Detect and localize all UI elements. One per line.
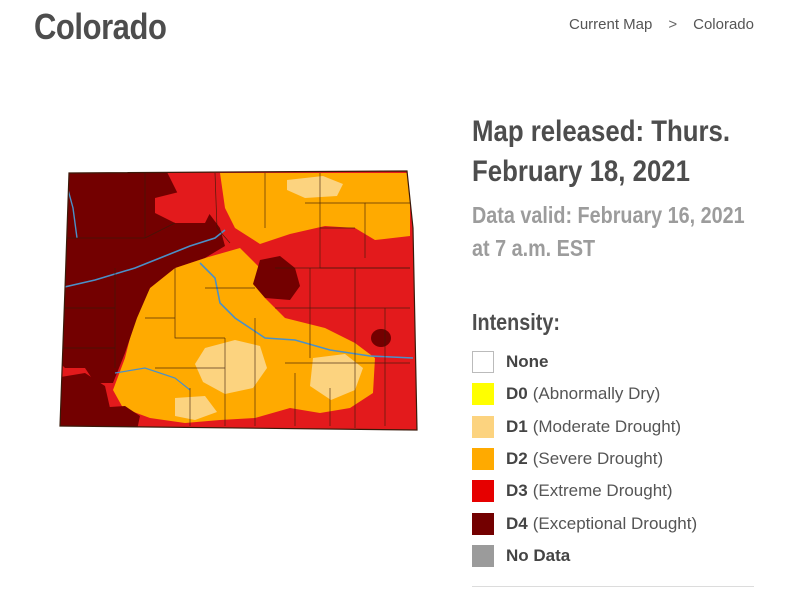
legend-swatch-d2	[472, 448, 494, 471]
legend-swatch-none	[472, 351, 494, 374]
legend-code: D4	[506, 513, 528, 533]
map-released-text: Map released: Thurs. February 18, 2021	[472, 112, 731, 191]
legend-desc: (Exceptional Drought)	[532, 513, 698, 533]
river-colorado	[60, 229, 226, 289]
intensity-legend: None D0 (Abnormally Dry) D1 (Moderate Dr…	[472, 346, 762, 572]
d2-region-central	[113, 248, 375, 423]
release-info: Map released: Thurs. February 18, 2021 D…	[472, 112, 762, 265]
legend-swatch-d1	[472, 415, 494, 438]
d4-region-south-corner	[95, 406, 140, 430]
legend-swatch-d0	[472, 383, 494, 406]
legend-swatch-d4	[472, 512, 494, 535]
legend-desc: (Moderate Drought)	[532, 416, 682, 436]
legend-code: D1	[506, 416, 528, 436]
page-title: Colorado	[34, 6, 167, 47]
breadcrumb: Current Map > Colorado	[569, 16, 754, 33]
legend-desc: (Severe Drought)	[532, 449, 664, 469]
breadcrumb-separator: >	[668, 16, 678, 33]
d4-region-central-spot	[253, 256, 300, 300]
legend-item-no-data: No Data	[472, 540, 762, 572]
divider	[472, 586, 754, 587]
legend-swatch-no-data	[472, 544, 494, 567]
d1-region-north	[287, 176, 343, 198]
county-boundaries	[60, 172, 410, 428]
breadcrumb-current-map-link[interactable]: Current Map	[568, 16, 653, 33]
river-arkansas	[199, 262, 414, 359]
d2-region-northeast	[220, 173, 410, 244]
colorado-drought-map-svg	[59, 170, 418, 431]
d1-region-south	[175, 396, 217, 420]
intensity-title: Intensity:	[472, 309, 560, 335]
legend-item-d1: D1 (Moderate Drought)	[472, 411, 762, 443]
legend-code: D3	[506, 481, 528, 501]
map-released-line1: Map released: Thurs.	[472, 115, 731, 148]
legend-code: None	[506, 352, 549, 372]
legend-code: No Data	[506, 545, 571, 565]
map-released-line2: February 18, 2021	[472, 154, 691, 188]
data-valid-line1: Data valid: February 16, 2021	[472, 202, 745, 229]
legend-item-d4: D4 (Exceptional Drought)	[472, 507, 762, 539]
legend-swatch-d3	[472, 480, 494, 503]
legend-item-d3: D3 (Extreme Drought)	[472, 475, 762, 507]
river-yampa	[66, 185, 78, 239]
legend-item-d2: D2 (Severe Drought)	[472, 443, 762, 475]
d1-region-southeast	[310, 354, 363, 400]
legend-code: D2	[506, 449, 528, 469]
d3-region-northwest	[155, 188, 215, 223]
drought-map[interactable]	[55, 168, 423, 436]
legend-item-none: None	[472, 346, 762, 378]
state-border	[59, 170, 418, 431]
data-valid-line2: at 7 a.m. EST	[472, 234, 596, 261]
legend-desc: (Extreme Drought)	[532, 481, 673, 501]
data-valid-text: Data valid: February 16, 2021 at 7 a.m. …	[472, 199, 745, 264]
d1-region-central	[195, 340, 267, 394]
river-rio-grande	[114, 367, 191, 391]
breadcrumb-colorado: Colorado	[693, 16, 754, 33]
legend-code: D0	[506, 384, 528, 404]
d4-region-east-spot	[371, 329, 391, 347]
legend-item-d0: D0 (Abnormally Dry)	[472, 378, 762, 410]
legend-desc: (Abnormally Dry)	[532, 384, 661, 404]
